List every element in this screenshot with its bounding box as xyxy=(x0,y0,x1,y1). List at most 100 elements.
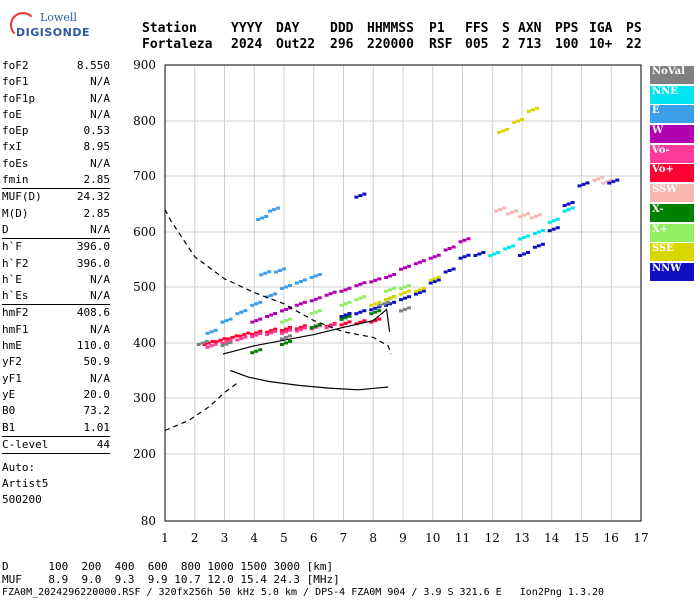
x-tick-label: 4 xyxy=(250,531,258,545)
echo-mark xyxy=(413,292,418,296)
echo-mark xyxy=(288,328,292,332)
echo-mark xyxy=(263,271,268,275)
echo-mark xyxy=(220,341,225,345)
echo-mark xyxy=(200,341,205,345)
echo-mark xyxy=(522,213,526,217)
echo-mark xyxy=(518,254,522,257)
echo-mark xyxy=(413,262,418,266)
echo-mark xyxy=(477,252,482,256)
auto-line: 500200 xyxy=(2,493,42,507)
param-name: yE xyxy=(2,387,16,401)
echo-mark xyxy=(377,317,382,321)
param-name: foF1p xyxy=(2,91,36,105)
echo-mark xyxy=(502,206,507,210)
echo-mark xyxy=(496,251,501,254)
echo-mark xyxy=(462,238,467,242)
echo-mark xyxy=(343,316,348,320)
echo-mark xyxy=(522,236,526,239)
param-value: 2.85 xyxy=(83,206,111,220)
echo-mark xyxy=(224,342,229,346)
header-label-10: IGA xyxy=(589,21,613,36)
echo-mark xyxy=(250,335,255,339)
header-value-3: 296 xyxy=(330,37,354,52)
param-name: foE xyxy=(2,107,22,121)
param-value: 2.85 xyxy=(83,173,111,187)
echo-mark xyxy=(265,315,270,318)
y-tick-label: 700 xyxy=(133,169,156,183)
echo-mark xyxy=(581,182,586,186)
x-tick-label: 13 xyxy=(514,531,529,545)
echo-mark xyxy=(254,302,259,306)
echo-mark xyxy=(250,303,255,307)
echo-mark xyxy=(298,325,303,329)
param-row: B1 1.01 xyxy=(2,420,110,436)
echo-mark xyxy=(280,309,284,313)
echo-mark xyxy=(269,331,274,335)
footer-d-values: 100 200 400 600 800 1000 1500 3000 [km] xyxy=(48,560,334,573)
footer-muf-values: 8.9 9.0 9.3 9.9 10.7 12.0 15.4 24.3 [MHz… xyxy=(48,573,340,586)
x-tick-label: 9 xyxy=(399,531,407,545)
echo-mark xyxy=(407,295,411,299)
echo-mark xyxy=(373,306,378,310)
legend-item-nnw: NNW xyxy=(650,262,694,281)
echo-mark xyxy=(540,242,545,246)
echo-mark xyxy=(526,212,530,216)
header-value-6: 005 xyxy=(465,37,489,52)
echo-mark xyxy=(512,121,517,124)
x-tick-label: 7 xyxy=(340,531,348,545)
echo-mark xyxy=(392,300,397,304)
echo-mark xyxy=(526,109,531,113)
echo-mark xyxy=(566,202,571,206)
param-name: foEp xyxy=(2,124,29,138)
echo-mark xyxy=(481,251,486,254)
echo-mark xyxy=(254,333,259,337)
echo-mark xyxy=(601,181,606,185)
echo-mark xyxy=(530,108,535,112)
echo-mark xyxy=(447,269,452,272)
x-tick-label: 10 xyxy=(425,531,440,545)
echo-mark xyxy=(392,273,397,276)
echo-mark xyxy=(369,320,374,324)
param-row: foF2 8.550 xyxy=(2,58,110,74)
echo-mark xyxy=(358,320,363,324)
footer-file-info: FZA0M_2024296220000.RSF / 320fx256h 50 k… xyxy=(2,587,605,598)
echo-mark xyxy=(413,289,418,293)
echo-mark xyxy=(235,338,240,342)
echo-mark xyxy=(243,309,248,313)
echo-mark xyxy=(399,309,403,313)
echo-mark xyxy=(339,317,344,321)
header-value-0: Fortaleza xyxy=(142,37,213,52)
density-profile-solid xyxy=(222,308,391,355)
echo-mark xyxy=(369,303,374,307)
echo-mark xyxy=(392,295,397,299)
echo-mark xyxy=(547,229,552,233)
y-tick-label: 900 xyxy=(133,58,156,72)
echo-mark xyxy=(309,326,314,330)
echo-mark xyxy=(362,281,367,285)
echo-mark xyxy=(497,130,502,134)
echo-mark xyxy=(250,332,255,336)
header-value-1: 2024 xyxy=(231,37,263,52)
echo-mark xyxy=(428,256,433,260)
param-name: foF1 xyxy=(2,75,29,89)
echo-mark xyxy=(268,209,273,213)
echo-mark xyxy=(518,215,522,219)
param-value: N/A xyxy=(90,222,110,236)
echo-mark xyxy=(407,289,411,293)
y-tick-label: 300 xyxy=(133,391,156,405)
echo-mark xyxy=(369,280,374,284)
echo-mark xyxy=(343,302,348,306)
echo-mark xyxy=(514,209,519,213)
param-row: yE 20.0 xyxy=(2,387,110,403)
header-label-5: P1 xyxy=(429,21,445,36)
echo-mark xyxy=(210,340,215,343)
echo-mark xyxy=(264,215,269,218)
echo-mark xyxy=(520,118,525,121)
echo-mark xyxy=(339,303,344,307)
echo-mark xyxy=(362,319,367,323)
echo-mark xyxy=(339,315,344,318)
echo-mark xyxy=(384,289,389,293)
param-name: yF2 xyxy=(2,355,22,369)
echo-mark xyxy=(205,331,210,335)
echo-mark xyxy=(518,237,522,241)
